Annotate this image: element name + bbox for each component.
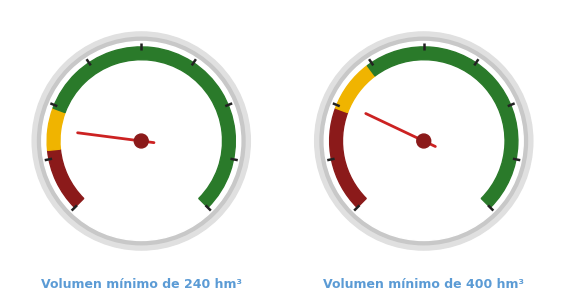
Wedge shape bbox=[367, 47, 518, 208]
Text: Volumen mínimo de 400 hm³: Volumen mínimo de 400 hm³ bbox=[323, 278, 524, 292]
Circle shape bbox=[315, 32, 533, 250]
Circle shape bbox=[320, 37, 528, 245]
Circle shape bbox=[324, 41, 523, 241]
Circle shape bbox=[417, 134, 431, 148]
Wedge shape bbox=[47, 149, 84, 208]
Wedge shape bbox=[336, 66, 375, 112]
Wedge shape bbox=[329, 108, 366, 208]
Circle shape bbox=[32, 32, 250, 250]
Circle shape bbox=[134, 134, 148, 148]
Wedge shape bbox=[47, 108, 65, 150]
Wedge shape bbox=[53, 47, 236, 208]
Circle shape bbox=[37, 37, 245, 245]
Circle shape bbox=[42, 41, 241, 241]
Text: Volumen mínimo de 240 hm³: Volumen mínimo de 240 hm³ bbox=[41, 278, 242, 292]
